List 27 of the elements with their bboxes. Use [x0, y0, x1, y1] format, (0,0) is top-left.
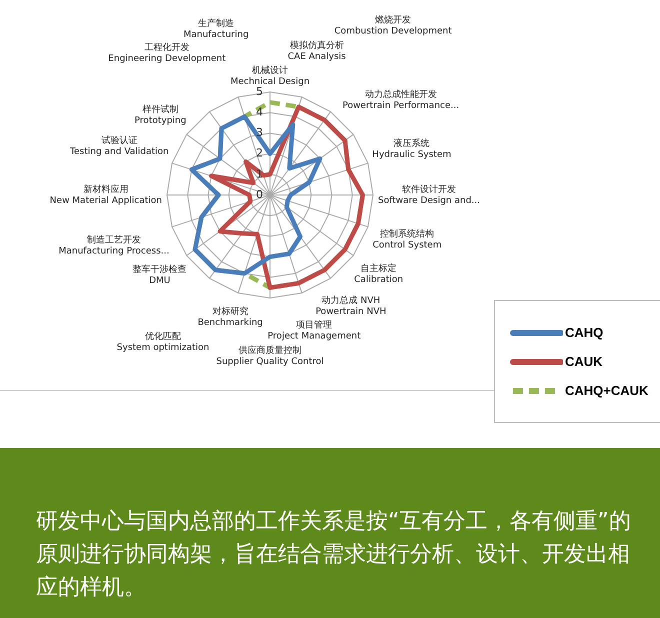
spoke-label: 项目管理 Project Management [268, 320, 362, 342]
spoke-label: 控制系统结构 Control System [372, 228, 442, 250]
spoke-label: 机械设计 Mechnical Design [230, 64, 310, 87]
spoke-label: 供应商质量控制 Supplier Quality Control [216, 344, 324, 367]
spoke-label: 工程化开发 Engineering Development [108, 42, 226, 64]
text: 研发中心与国内总部的工作关系是按“互有分工，各有侧重”的原则进行协同构架，旨在结合需求进行分析、设计、开发出相应的样机。 [36, 508, 632, 602]
spoke-label: 样件试制 Prototyping [134, 104, 186, 126]
spoke-label: 软件设计开发 Software Design and... [378, 184, 480, 206]
legend-label: CAHQ+CAUK [565, 383, 648, 398]
spoke-label: 液压系统 Hydraulic System [372, 138, 452, 160]
y-tick-label: 2 [256, 146, 263, 160]
spoke-label: 新材料应用 New Material Application [50, 184, 162, 206]
spoke-label: 制造工艺开发 Manufacturing Process... [58, 234, 170, 257]
spoke-label: 试验认证 Testing and Validation [69, 134, 169, 157]
y-tick-label: 5 [256, 84, 263, 98]
spoke-label: 整车干涉检查 DMU [132, 264, 187, 286]
spoke-label: 动力总成性能开发 Powertrain Performance... [342, 88, 460, 111]
spoke-label: 模拟仿真分析 CAE Analysis [288, 40, 346, 62]
spoke-label: 对标研究 Benchmarking [198, 306, 263, 328]
spoke-label: 生产制造 Manufacturing [183, 18, 249, 40]
legend-label: CAHQ [565, 325, 604, 340]
spoke-label: 优化匹配 System optimization [116, 331, 210, 354]
spoke-label: 动力总成 NVH Powertrain NVH [316, 295, 386, 318]
spoke-label: 燃烧开发 Combustion Development [334, 14, 452, 36]
y-tick-label: 0 [256, 188, 263, 201]
legend-label: CAUK [565, 354, 603, 369]
spoke-label: 自主标定 Calibration [354, 262, 404, 285]
